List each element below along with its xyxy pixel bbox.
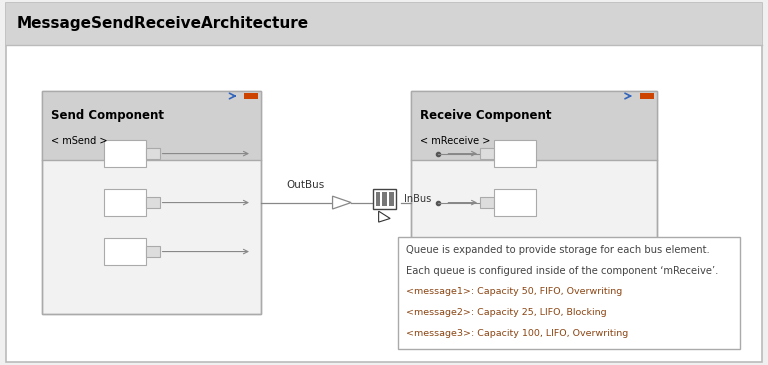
Bar	[382, 192, 387, 206]
Text: InBus: InBus	[404, 194, 431, 204]
Text: Queue is expanded to provide storage for each bus element.: Queue is expanded to provide storage for…	[406, 245, 710, 255]
Text: OutBus: OutBus	[286, 180, 325, 190]
Bar	[480, 148, 494, 160]
Bar	[398, 237, 740, 349]
Text: MessageSendReceiveArchitecture: MessageSendReceiveArchitecture	[17, 16, 309, 31]
Text: < mSend >: < mSend >	[51, 136, 108, 146]
Polygon shape	[379, 211, 390, 222]
Bar	[411, 91, 657, 314]
Bar	[6, 3, 762, 45]
Bar	[104, 238, 146, 265]
Bar	[411, 91, 657, 160]
Bar	[42, 91, 261, 160]
Text: < mReceive >: < mReceive >	[420, 136, 491, 146]
Bar	[376, 192, 380, 206]
Bar	[244, 93, 258, 99]
Polygon shape	[333, 196, 351, 209]
Bar	[494, 189, 536, 216]
Text: Receive Component: Receive Component	[420, 109, 551, 122]
Bar	[42, 91, 261, 314]
Bar	[389, 192, 394, 206]
Bar	[411, 91, 657, 314]
Bar	[640, 93, 654, 99]
Bar	[480, 197, 494, 208]
Bar	[146, 148, 160, 160]
Bar	[42, 91, 261, 314]
Bar	[146, 197, 160, 208]
Text: Each queue is configured inside of the component ‘mReceive’.: Each queue is configured inside of the c…	[406, 266, 718, 276]
Text: Send Component: Send Component	[51, 109, 164, 122]
Bar	[373, 189, 396, 210]
Bar	[104, 140, 146, 167]
Bar	[104, 189, 146, 216]
Bar	[494, 140, 536, 167]
Text: <message2>: Capacity 25, LIFO, Blocking: <message2>: Capacity 25, LIFO, Blocking	[406, 308, 606, 317]
Text: <message1>: Capacity 50, FIFO, Overwriting: <message1>: Capacity 50, FIFO, Overwriti…	[406, 287, 622, 296]
Bar	[146, 246, 160, 257]
Text: <message3>: Capacity 100, LIFO, Overwriting: <message3>: Capacity 100, LIFO, Overwrit…	[406, 329, 627, 338]
